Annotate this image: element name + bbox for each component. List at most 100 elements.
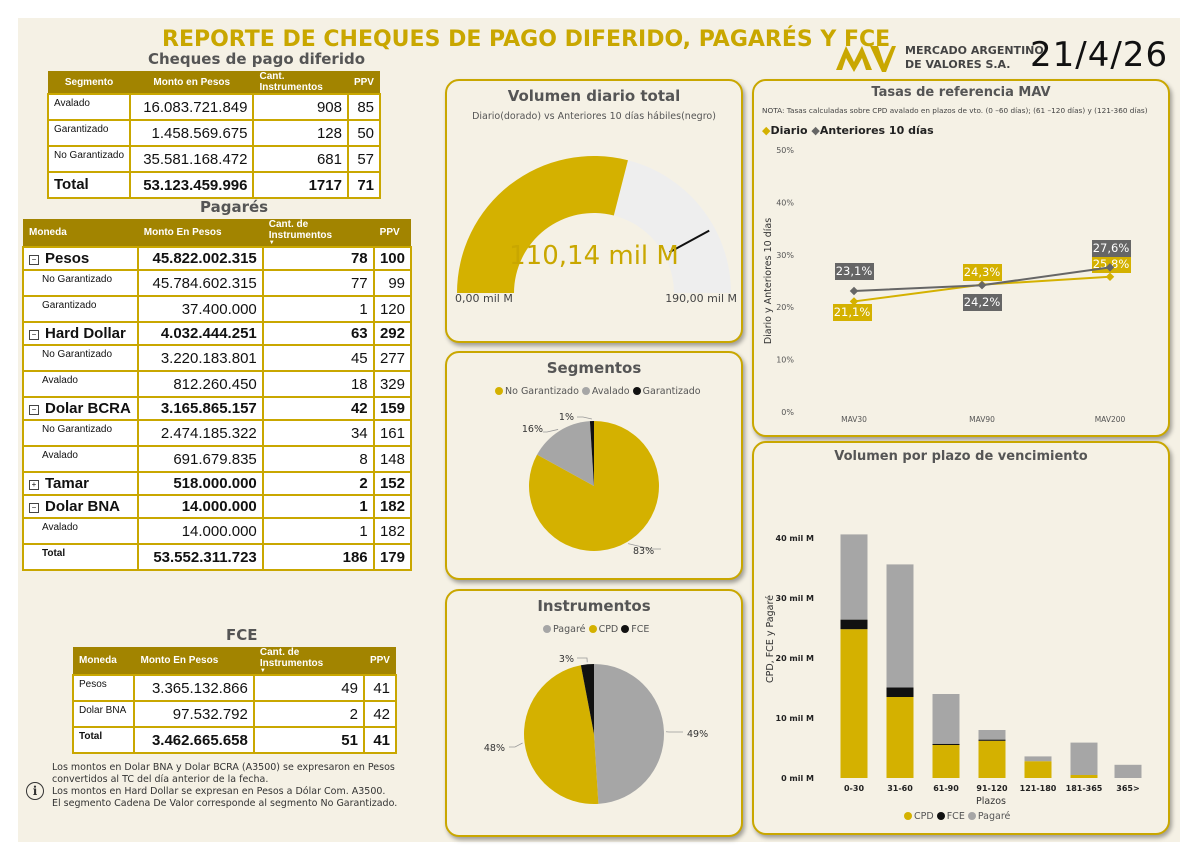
table-row[interactable]: Avalado 14.000.000 1 182 (22, 517, 413, 545)
leader-line (628, 543, 661, 550)
legend-item[interactable]: Avalado (581, 386, 630, 397)
legend-dot (967, 812, 976, 820)
pie-slice (589, 421, 594, 486)
x-tick-label: 365> (1116, 784, 1139, 793)
cheques-table: Segmento Monto en Pesos Cant. Instrument… (46, 71, 382, 199)
row-label: − Pesos (22, 246, 139, 271)
table-row[interactable]: − Pesos 45.822.002.315 78 100 (22, 246, 413, 271)
legend-item[interactable]: ◆Diario (762, 124, 808, 137)
table-row[interactable]: Total 53.123.459.996 1717 71 (46, 171, 382, 199)
table-row[interactable]: Dolar BNA 97.532.792 2 42 (71, 700, 398, 728)
table-row[interactable]: Pesos 3.365.132.866 49 41 (71, 674, 398, 702)
column-header[interactable]: Monto En Pesos (134, 647, 254, 675)
amount-cell: 518.000.000 (136, 471, 264, 496)
x-tick-label: 31-60 (887, 784, 913, 793)
row-label: Garantizado (46, 119, 132, 147)
ppv-cell: 71 (346, 171, 382, 199)
x-tick-label: MAV200 (1095, 415, 1126, 424)
ppv-cell: 99 (372, 269, 413, 297)
column-header[interactable]: PPV (347, 71, 380, 94)
slice-label: 16% (522, 424, 543, 435)
ppv-cell: 182 (372, 517, 413, 545)
info-icon[interactable]: i (26, 782, 44, 800)
bar-segment (886, 687, 914, 697)
collapse-icon[interactable]: − (29, 503, 39, 513)
tasas-line-chart: 0% 10% 20% 30% 40% 50% MAV30 MAV90 MAV200 Diario … (763, 146, 1131, 424)
legend-label: Pagaré (553, 624, 586, 635)
column-header[interactable]: Cant. de Instrumentos ▼ (262, 219, 374, 247)
column-header[interactable]: Cant. de Instrumentos ▼ (253, 647, 364, 675)
amount-cell: 3.220.183.801 (136, 344, 264, 372)
legend-item[interactable]: FCE (621, 624, 649, 635)
gauge-value: 110,14 mil M (509, 241, 679, 271)
segmentos-legend: No Garantizado Avalado Garantizado (495, 386, 701, 397)
table-row[interactable]: − Hard Dollar 4.032.444.251 63 292 (22, 321, 413, 346)
legend-item[interactable]: Garantizado (632, 386, 701, 397)
slice-label: 3% (559, 654, 574, 665)
row-label: Avalado (22, 445, 139, 473)
bar-segment (886, 564, 914, 688)
segmentos-card[interactable]: Segmentos No Garantizado Avalado Garanti… (445, 351, 743, 580)
y-tick-label: 20% (776, 303, 794, 312)
column-header[interactable]: Moneda (23, 219, 138, 247)
data-label-box (1092, 240, 1131, 257)
amount-cell: 1.458.569.675 (129, 119, 255, 147)
column-header[interactable]: Segmento (48, 71, 131, 94)
table-row[interactable]: Avalado 16.083.721.849 908 85 (46, 93, 382, 121)
column-header[interactable]: PPV (373, 219, 411, 247)
table-row[interactable]: No Garantizado 3.220.183.801 45 277 (22, 344, 413, 372)
table-row[interactable]: − Dolar BCRA 3.165.865.157 42 159 (22, 396, 413, 421)
table-row[interactable]: Avalado 691.679.835 8 148 (22, 445, 413, 473)
legend-item[interactable]: No Garantizado (495, 386, 579, 397)
collapse-icon[interactable]: − (29, 330, 39, 340)
column-header[interactable]: Moneda (73, 647, 135, 675)
column-header[interactable]: PPV (363, 647, 396, 675)
table-row[interactable]: Avalado 812.260.450 18 329 (22, 370, 413, 398)
table-row[interactable]: Total 3.462.665.658 51 41 (71, 726, 398, 754)
column-header[interactable]: Cant. Instrumentos (253, 71, 348, 94)
pie-slice (594, 664, 665, 804)
column-header[interactable]: Monto En Pesos (137, 219, 263, 247)
legend-item[interactable]: Pagaré (967, 811, 1010, 822)
table-row[interactable]: Garantizado 1.458.569.675 128 50 (46, 119, 382, 147)
amount-cell: 3.165.865.157 (136, 396, 264, 421)
leader-line (577, 657, 588, 663)
fce-table: Moneda Monto En Pesos Cant. de Instrumen… (71, 647, 398, 754)
collapse-icon[interactable]: − (29, 255, 39, 265)
plazos-legend: CPD FCE Pagaré (904, 811, 1010, 822)
amount-cell: 53.123.459.996 (129, 171, 255, 199)
count-cell: 63 (261, 321, 375, 346)
legend-item[interactable]: Pagaré (543, 624, 586, 635)
count-cell: 34 (261, 419, 375, 447)
table-row[interactable]: No Garantizado 2.474.185.322 34 161 (22, 419, 413, 447)
table-row[interactable]: No Garantizado 45.784.602.315 77 99 (22, 269, 413, 297)
legend-label: FCE (631, 624, 650, 635)
ppv-cell: 148 (372, 445, 413, 473)
table-row[interactable]: No Garantizado 35.581.168.472 681 57 (46, 145, 382, 173)
expand-icon[interactable]: + (29, 480, 39, 490)
diamond-icon: ◆ (762, 124, 771, 137)
legend-item[interactable]: CPD (588, 624, 618, 635)
legend-dot (904, 812, 912, 820)
collapse-icon[interactable]: − (29, 405, 39, 415)
count-cell: 1 (261, 517, 375, 545)
count-cell: 1 (261, 295, 375, 323)
gauge-card[interactable]: Volumen diario total Diario(dorado) vs A… (445, 79, 743, 343)
legend-item[interactable]: FCE (936, 811, 965, 822)
pie-slice (523, 665, 599, 804)
table-row[interactable]: − Dolar BNA 14.000.000 1 182 (22, 494, 413, 519)
tasas-legend: ◆Diario ◆Anteriores 10 días (762, 124, 934, 137)
table-row[interactable]: + Tamar 518.000.000 2 152 (22, 471, 413, 496)
instrumentos-card[interactable]: Instrumentos Pagaré CPD FCE 49% 48% 3% (445, 589, 743, 837)
bar-segment (840, 534, 868, 620)
tasas-card[interactable]: Tasas de referencia MAV NOTA: Tasas calc… (752, 79, 1170, 437)
table-row[interactable]: Garantizado 37.400.000 1 120 (22, 295, 413, 323)
column-header[interactable]: Monto en Pesos (130, 71, 254, 94)
segmentos-title: Segmentos (546, 359, 642, 377)
count-cell: 77 (261, 269, 375, 297)
legend-item[interactable]: CPD (904, 811, 934, 822)
plazos-card[interactable]: Volumen por plazo de vencimiento 0 mil M… (752, 441, 1170, 835)
legend-item[interactable]: ◆Anteriores 10 días (811, 124, 933, 137)
table-row[interactable]: Total 53.552.311.723 186 179 (22, 543, 413, 571)
data-label-box (833, 304, 872, 321)
